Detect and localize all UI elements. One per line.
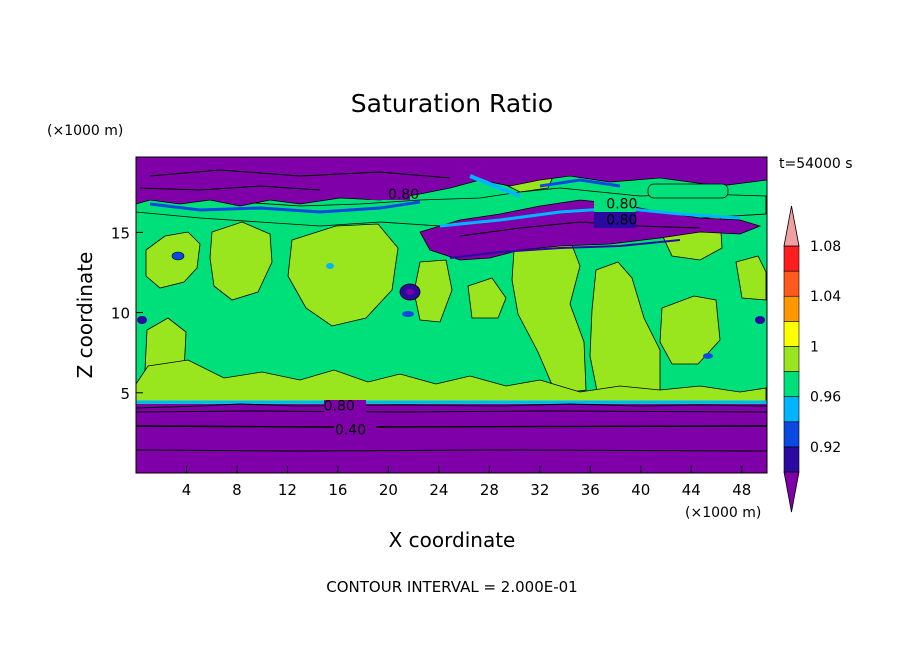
pocket-8 xyxy=(755,316,765,324)
lime-region-3 xyxy=(209,221,273,301)
colorbar-segment xyxy=(783,446,800,473)
y-axis: 5 10 15 xyxy=(111,224,143,403)
x-tick-label: 40 xyxy=(631,481,650,499)
edge-blue-1 xyxy=(149,200,421,214)
contour-labels: 0.800.800.800.800.40 xyxy=(324,187,638,439)
x-tick-label: 44 xyxy=(682,481,701,499)
colorbar-segment xyxy=(783,346,800,372)
lower-contours xyxy=(136,403,767,452)
lime-region-4 xyxy=(287,223,399,327)
plot-frame xyxy=(135,156,768,474)
edge-cyan-1 xyxy=(439,206,741,228)
contour-line-upper-2 xyxy=(459,221,701,237)
x-unit-label: (×1000 m) xyxy=(685,505,761,521)
colorbar-low-triangle xyxy=(783,471,800,513)
contour-field xyxy=(136,157,767,473)
colorbar-label: 1.08 xyxy=(810,239,841,255)
colorbar-label: 1 xyxy=(810,339,819,355)
x-axis: 4 8 12 16 20 24 28 32 36 40 44 48 xyxy=(182,466,751,499)
y-tick-label: 10 xyxy=(111,305,130,323)
contour-label-bg-3 xyxy=(594,212,636,228)
contour-line-upper-3 xyxy=(139,185,321,191)
lime-regions xyxy=(136,159,767,403)
x-tick-label: 28 xyxy=(480,481,499,499)
lime-region-8 xyxy=(589,261,661,397)
y-tick-label: 15 xyxy=(111,224,130,242)
x-tick-label: 48 xyxy=(732,481,751,499)
lime-region-6 xyxy=(467,277,507,319)
chart-title: Saturation Ratio xyxy=(351,89,553,118)
colorbar-segment xyxy=(783,270,800,297)
contour-label: 0.80 xyxy=(388,187,419,203)
lime-region-1 xyxy=(145,231,201,289)
edge-blue-2 xyxy=(449,239,681,259)
lime-region-11 xyxy=(136,359,767,403)
contour-interval-footer: CONTOUR INTERVAL = 2.000E-01 xyxy=(326,578,577,596)
lime-region-9 xyxy=(659,295,721,365)
x-axis-label: X coordinate xyxy=(389,528,516,552)
x-tick-label: 8 xyxy=(232,481,242,499)
contour-label-bg-1 xyxy=(370,184,410,200)
y-axis-label: Z coordinate xyxy=(73,252,97,379)
contour-label-bg-2 xyxy=(594,196,636,212)
x-tick-label: 20 xyxy=(379,481,398,499)
pocket-2 xyxy=(406,289,414,295)
colorbar-segment xyxy=(783,295,800,322)
contour-label: 0.40 xyxy=(335,423,366,439)
x-tick-label: 12 xyxy=(278,481,297,499)
contour-label: 0.80 xyxy=(324,399,355,415)
upper-dry-layer xyxy=(136,157,767,207)
colorbar-label: 0.96 xyxy=(810,390,841,406)
y-tick-label: 5 xyxy=(120,385,130,403)
colorbar-segment xyxy=(783,321,800,347)
colorbar: 1.08 1.04 1 0.96 0.92 xyxy=(783,205,841,513)
mid-pockets xyxy=(137,251,765,359)
y-unit-label: (×1000 m) xyxy=(47,123,123,139)
x-tick-label: 36 xyxy=(581,481,600,499)
cyan-patch xyxy=(647,183,729,199)
pocket-5 xyxy=(137,316,147,324)
x-tick-label: 16 xyxy=(328,481,347,499)
contour-label: 0.80 xyxy=(606,213,637,229)
contour-label-bg-5 xyxy=(334,420,376,434)
time-label: t=54000 s xyxy=(779,156,853,172)
edge-blue-3 xyxy=(539,178,621,188)
lime-region-13 xyxy=(735,255,767,301)
lower-contour-3 xyxy=(136,425,767,428)
pocket-7 xyxy=(326,263,334,269)
colorbar-segment xyxy=(783,396,800,423)
lower-contour-2 xyxy=(136,410,767,413)
pocket-6 xyxy=(703,353,713,359)
lower-dry-layer xyxy=(136,404,767,473)
pocket-3 xyxy=(171,251,185,261)
colorbar-segment xyxy=(783,371,800,397)
edge-cyan-2 xyxy=(469,174,521,198)
colorbar-segment xyxy=(783,421,800,448)
colorbar-label: 1.04 xyxy=(810,289,841,305)
contour-line-upper-1 xyxy=(149,169,451,179)
upper-edge-details xyxy=(139,169,741,259)
contour-label: 0.80 xyxy=(606,197,637,213)
x-tick-label: 4 xyxy=(182,481,192,499)
contour-label-bg-4 xyxy=(324,400,366,414)
lower-contour-4 xyxy=(136,449,767,452)
pocket-4 xyxy=(402,311,414,317)
x-tick-label: 24 xyxy=(429,481,448,499)
colorbar-label: 0.92 xyxy=(810,440,841,456)
colorbar-segment xyxy=(783,245,800,272)
colorbar-high-triangle xyxy=(783,205,800,247)
x-tick-label: 32 xyxy=(530,481,549,499)
lower-contour-1 xyxy=(136,403,767,409)
